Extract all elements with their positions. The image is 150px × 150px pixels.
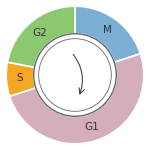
- Text: G2: G2: [33, 28, 47, 38]
- Text: M: M: [103, 26, 112, 35]
- Circle shape: [34, 34, 116, 116]
- Text: G1: G1: [85, 122, 99, 132]
- Wedge shape: [75, 6, 140, 62]
- Wedge shape: [10, 54, 144, 144]
- Wedge shape: [7, 6, 75, 67]
- Wedge shape: [6, 62, 36, 96]
- Text: S: S: [17, 74, 23, 83]
